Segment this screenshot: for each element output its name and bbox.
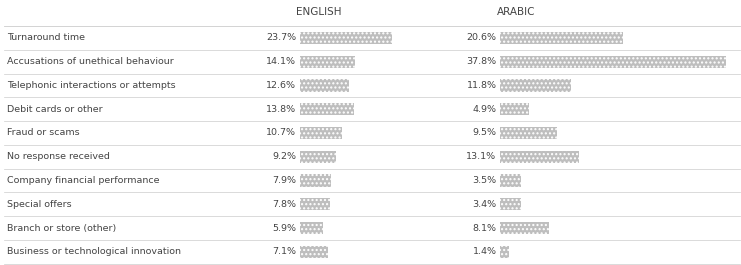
Text: 4.9%: 4.9% (473, 105, 496, 114)
Text: 23.7%: 23.7% (266, 33, 296, 42)
Text: 20.6%: 20.6% (467, 33, 496, 42)
Text: ENGLISH: ENGLISH (296, 7, 342, 17)
Text: Branch or store (other): Branch or store (other) (7, 224, 116, 232)
Text: Company financial performance: Company financial performance (7, 176, 160, 185)
Text: 13.8%: 13.8% (266, 105, 296, 114)
Text: 7.1%: 7.1% (273, 247, 296, 256)
Text: 1.4%: 1.4% (473, 247, 496, 256)
Text: 7.9%: 7.9% (273, 176, 296, 185)
Text: 10.7%: 10.7% (267, 129, 296, 138)
Text: 9.2%: 9.2% (273, 152, 296, 161)
Text: Accusations of unethical behaviour: Accusations of unethical behaviour (7, 57, 174, 66)
Text: Turnaround time: Turnaround time (7, 33, 85, 42)
Text: Debit cards or other: Debit cards or other (7, 105, 103, 114)
Text: 7.8%: 7.8% (273, 200, 296, 209)
Text: No response received: No response received (7, 152, 110, 161)
Text: 5.9%: 5.9% (273, 224, 296, 232)
Text: 3.4%: 3.4% (472, 200, 496, 209)
Text: Special offers: Special offers (7, 200, 72, 209)
Text: ARABIC: ARABIC (496, 7, 535, 17)
Text: 13.1%: 13.1% (466, 152, 496, 161)
Text: 37.8%: 37.8% (466, 57, 496, 66)
Text: Business or technological innovation: Business or technological innovation (7, 247, 182, 256)
Text: 14.1%: 14.1% (267, 57, 296, 66)
Text: 11.8%: 11.8% (467, 81, 496, 90)
Text: Fraud or scams: Fraud or scams (7, 129, 80, 138)
Text: 9.5%: 9.5% (473, 129, 496, 138)
Text: 3.5%: 3.5% (472, 176, 496, 185)
Text: 8.1%: 8.1% (473, 224, 496, 232)
Text: Telephonic interactions or attempts: Telephonic interactions or attempts (7, 81, 176, 90)
Text: 12.6%: 12.6% (267, 81, 296, 90)
